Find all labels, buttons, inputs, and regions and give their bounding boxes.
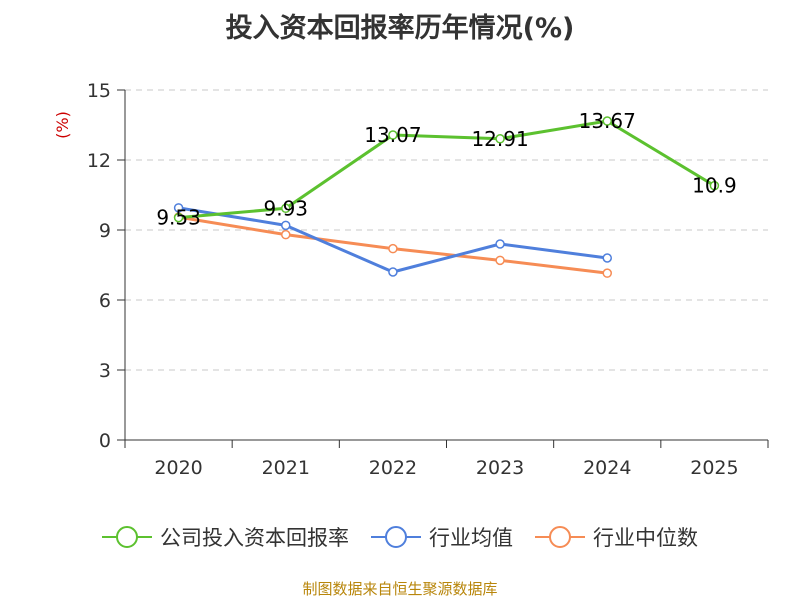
data-label: 13.67: [579, 109, 636, 133]
y-tick-label: 6: [99, 290, 111, 312]
x-tick-label: 2024: [583, 457, 631, 479]
x-tick-label: 2022: [369, 457, 417, 479]
data-point: [602, 253, 612, 263]
legend-layer[interactable]: 公司投入资本回报率 行业均值 行业中位数: [102, 526, 698, 550]
data-point: [281, 220, 291, 231]
legend-marker-circle: [116, 526, 138, 548]
axis-layer: 0 3 6 9 12 15 (%) 2020 2021 2022 2023 2024 2025: [53, 80, 769, 479]
data-label: 10.9: [692, 174, 737, 198]
x-tick-label: 2020: [154, 457, 202, 479]
data-point: [388, 267, 398, 277]
data-point: [388, 243, 398, 254]
source-note: 制图数据来自恒生聚源数据库: [302, 580, 498, 598]
y-tick-label: 15: [87, 80, 111, 102]
y-tick-label: 12: [87, 150, 111, 172]
series-line: [177, 119, 716, 220]
series-line: [177, 206, 609, 274]
series-layer: [173, 116, 720, 278]
x-tick-label: 2023: [476, 457, 524, 479]
legend-item[interactable]: 行业均值: [371, 526, 513, 550]
data-point: [173, 203, 184, 213]
legend-label: 公司投入资本回报率: [160, 526, 349, 550]
data-point: [495, 134, 505, 144]
label-layer: 9.53 9.93 13.07 12.91 13.67 10.9: [156, 109, 736, 230]
legend-marker-circle: [549, 526, 571, 548]
data-label: 9.53: [156, 206, 201, 230]
data-point: [709, 180, 720, 191]
y-tick-label: 3: [99, 360, 111, 382]
data-point: [602, 116, 612, 126]
y-tick-label: 9: [99, 220, 111, 242]
grid-layer: [125, 89, 768, 371]
y-tick-label: 0: [99, 430, 111, 452]
data-point: [495, 255, 505, 266]
data-label: 12.91: [471, 127, 528, 151]
legend-label: 行业均值: [429, 526, 513, 550]
legend-item[interactable]: 公司投入资本回报率: [102, 526, 349, 550]
x-tick-label: 2021: [262, 457, 310, 479]
data-point: [602, 268, 612, 278]
data-point: [388, 130, 398, 140]
chart-title: 投入资本回报率历年情况(%): [225, 13, 575, 44]
legend-item[interactable]: 行业中位数: [535, 526, 698, 550]
data-label: 13.07: [364, 123, 421, 147]
data-point: [495, 239, 505, 249]
data-label: 9.93: [263, 196, 308, 220]
x-tick-label: 2025: [690, 457, 738, 479]
data-point: [281, 203, 291, 214]
data-point: [173, 212, 184, 223]
y-axis-unit-label: (%): [53, 111, 72, 139]
legend-label: 行业中位数: [593, 526, 698, 550]
legend-marker-circle: [385, 526, 407, 548]
data-point: [281, 229, 291, 240]
